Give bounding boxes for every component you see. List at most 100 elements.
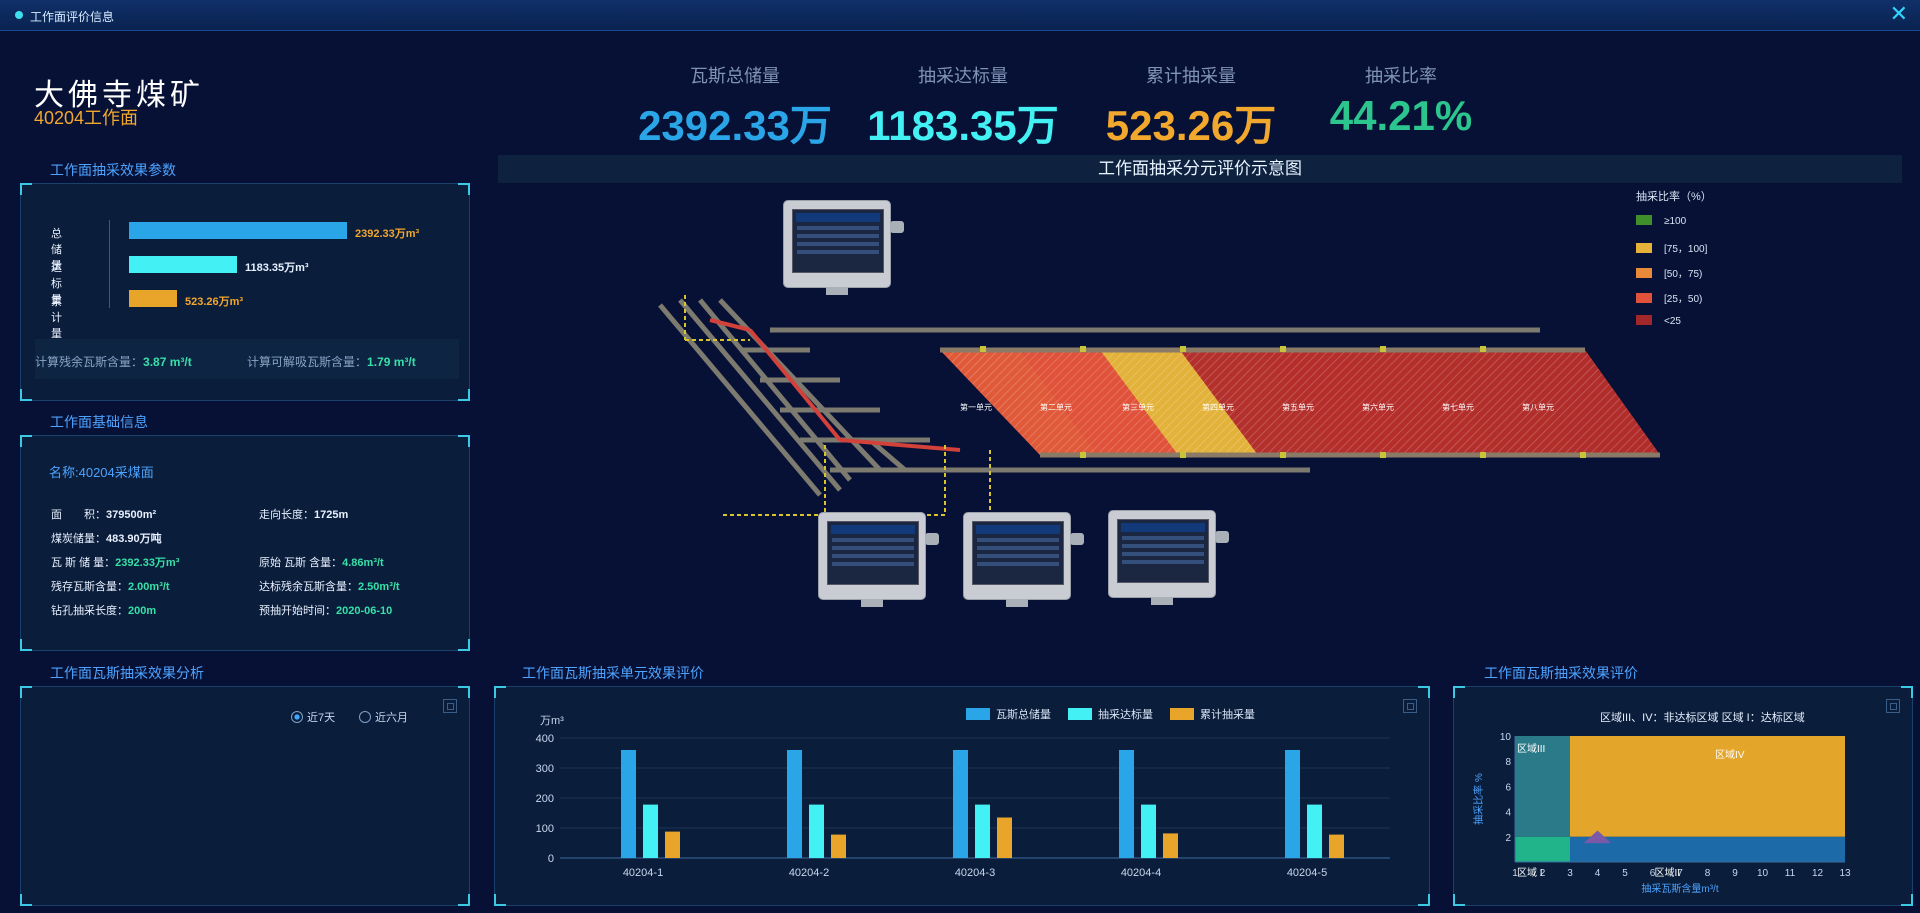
face-name: 40204工作面 [34, 108, 139, 128]
bar-total [1285, 750, 1300, 858]
region-区域II [1570, 836, 1845, 862]
legend-item: ≥100 [1636, 215, 1686, 227]
region-区域IV [1570, 736, 1845, 837]
x-tick-label: 40204-2 [789, 867, 829, 879]
x-tick-label: 12 [1812, 868, 1824, 879]
ratio-legend-title: 抽采比率（%） [1636, 191, 1712, 203]
info-drill: 钻孔抽采长度：200m [51, 605, 157, 617]
unit-bar-chart: 0 100 200 300 400 40204-1 40204-2 40204-3 40204-… [536, 733, 1390, 879]
legend-item: [75，100] [1636, 240, 1707, 255]
bar-target [643, 804, 658, 858]
unit-legend-item: 抽采达标量 [1068, 706, 1153, 722]
stat-value: 523.26万 [1105, 102, 1277, 149]
region-label: 区域II [1655, 866, 1681, 879]
close-icon[interactable]: ✕ [1889, 1, 1908, 26]
region-label: 区域IV [1715, 748, 1745, 761]
legend-item: <25 [1636, 315, 1681, 327]
sensor-device[interactable] [1108, 510, 1229, 605]
analysis-panel: 近7天 近六月 [20, 686, 470, 906]
stat-value: 2392.33万 [638, 102, 832, 149]
x-tick-label: 40204-1 [623, 867, 663, 879]
y-tick-label: 400 [536, 733, 554, 745]
bar-target [1307, 804, 1322, 858]
svg-text:第八单元: 第八单元 [1522, 402, 1554, 412]
calc-row: 计算残余瓦斯含量：3.87 m³/t 计算可解吸瓦斯含量：1.79 m³/t [35, 339, 459, 379]
y-unit-label: 万m³ [540, 715, 564, 727]
y-tick-label: 300 [536, 763, 554, 775]
y-tick-label: 10 [1500, 732, 1512, 743]
x-tick-label: 3 [1567, 868, 1573, 879]
marker-triangle [1583, 830, 1612, 844]
bar-target [1141, 804, 1156, 858]
expand-icon[interactable] [443, 699, 457, 713]
x-tick-label: 8 [1705, 868, 1711, 879]
mine-diagram: 第一单元 第二单元 第三单元 第四单元 第五单元 第六单元 第七单元 第八单元 [658, 295, 1660, 516]
bar-axis [109, 220, 110, 308]
analysis-title: 工作面瓦斯抽采效果分析 [50, 665, 204, 681]
x-tick-label: 10 [1757, 868, 1769, 879]
unit-eval-title: 工作面瓦斯抽采单元效果评价 [522, 665, 704, 681]
stat-target-amount: 抽采达标量 1183.35万 [858, 62, 1068, 153]
window-title: 工作面评价信息 [30, 10, 115, 24]
window-titlebar: 工作面评价信息 ✕ [0, 0, 1920, 31]
x-tick-label: 9 [1732, 868, 1738, 879]
stat-value: 1183.35万 [867, 102, 1059, 149]
svg-text:第六单元: 第六单元 [1362, 402, 1394, 412]
expand-icon[interactable] [1403, 699, 1417, 713]
y-tick-label: 100 [536, 823, 554, 835]
radio-6months[interactable]: 近六月 [359, 709, 408, 725]
bar-fill-target [129, 256, 237, 273]
region-caption: 区域III、IV：非达标区域 区域 I：达标区域 [1600, 712, 1805, 724]
x-tick-label: 7 [1677, 868, 1683, 879]
stat-label: 累计抽采量 [1146, 66, 1236, 86]
radio-checked-icon [291, 711, 303, 723]
x-tick-label: 13 [1839, 868, 1851, 879]
y-tick-label: 200 [536, 793, 554, 805]
sensor-device[interactable] [818, 512, 939, 607]
bar-value: 1183.35万m³ [245, 262, 309, 274]
expand-icon[interactable] [1886, 699, 1900, 713]
bar-value: 2392.33万m³ [355, 228, 420, 240]
bar-target [975, 804, 990, 858]
info-strike: 走向长度：1725m [259, 509, 349, 521]
bar-cumulative [1163, 833, 1178, 858]
bar-total [1119, 750, 1134, 858]
stat-label: 抽采达标量 [918, 66, 1008, 86]
region-区域I [1515, 836, 1570, 862]
sensor-device[interactable] [783, 200, 904, 295]
info-gas: 瓦 斯 储 量：2392.33万m³ [51, 557, 180, 569]
svg-text:第五单元: 第五单元 [1282, 402, 1314, 412]
stat-label: 抽采比率 [1365, 66, 1437, 86]
diagram-title: 工作面抽采分元评价示意图 [498, 155, 1902, 183]
x-tick-label: 40204-4 [1121, 867, 1161, 879]
radio-7days[interactable]: 近7天 [291, 709, 335, 725]
x-tick-label: 1 [1512, 868, 1518, 879]
region-label: 区域 I [1517, 866, 1543, 879]
bar-fill-cumulative [129, 290, 177, 307]
params-title: 工作面抽采效果参数 [50, 162, 176, 178]
y-tick-label: 2 [1505, 833, 1511, 844]
basic-info-panel: 名称:40204采煤面 面 积：379500m² 走向长度：1725m 煤炭储量… [20, 435, 470, 651]
svg-text:第四单元: 第四单元 [1202, 402, 1234, 412]
bar-label: 累计量 [51, 296, 62, 340]
mine-name: 大佛寺煤矿 [34, 78, 204, 113]
legend-item: [50，75) [1636, 265, 1702, 280]
x-tick-label: 40204-5 [1287, 867, 1327, 879]
bar-total [621, 750, 636, 858]
bar-cumulative [1329, 834, 1344, 858]
info-start: 预抽开始时间：2020-06-10 [259, 605, 393, 617]
info-target-residual: 达标残余瓦斯含量：2.50m³/t [259, 581, 400, 593]
legend-item: [25，50) [1636, 290, 1702, 305]
y-tick-label: 8 [1505, 757, 1511, 768]
y-tick-label: 4 [1505, 808, 1511, 819]
svg-text:第一单元: 第一单元 [960, 402, 992, 412]
info-residual: 残存瓦斯含量：2.00m³/t [51, 581, 170, 593]
region-区域III [1515, 736, 1570, 837]
bar-total [787, 750, 802, 858]
bar-label: 总储量 [51, 228, 62, 272]
y-tick-label: 6 [1505, 782, 1511, 793]
sensor-device[interactable] [963, 512, 1084, 607]
x-tick-label: 5 [1622, 868, 1628, 879]
bar-total [953, 750, 968, 858]
stat-value: 44.21% [1329, 92, 1473, 139]
